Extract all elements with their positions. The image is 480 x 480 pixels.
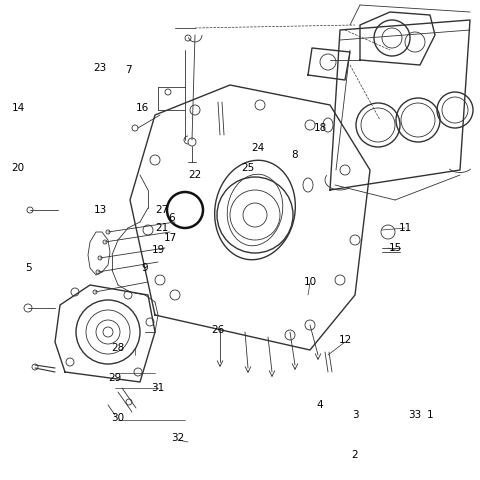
Text: 27: 27: [156, 205, 168, 215]
Text: 23: 23: [94, 63, 107, 73]
Text: 30: 30: [111, 413, 125, 423]
Text: 19: 19: [151, 245, 165, 255]
Text: 22: 22: [188, 170, 202, 180]
Text: 2: 2: [352, 450, 358, 460]
Text: 12: 12: [338, 335, 352, 345]
Text: 17: 17: [163, 233, 177, 243]
Text: 8: 8: [292, 150, 298, 160]
Text: 24: 24: [252, 143, 264, 153]
Text: 10: 10: [303, 277, 317, 287]
Text: 7: 7: [125, 65, 132, 75]
Text: 31: 31: [151, 383, 165, 393]
Text: 1: 1: [427, 410, 433, 420]
Text: 6: 6: [168, 213, 175, 223]
Text: 20: 20: [12, 163, 24, 173]
Text: 3: 3: [352, 410, 358, 420]
Text: 14: 14: [12, 103, 24, 113]
Text: 26: 26: [211, 325, 225, 335]
Text: 4: 4: [317, 400, 324, 410]
Text: 5: 5: [24, 263, 31, 273]
Text: 18: 18: [313, 123, 326, 133]
Text: 32: 32: [171, 433, 185, 443]
Text: 15: 15: [388, 243, 402, 253]
Text: 16: 16: [135, 103, 149, 113]
Text: 13: 13: [94, 205, 107, 215]
Text: 21: 21: [156, 223, 168, 233]
Text: 33: 33: [408, 410, 421, 420]
Text: 29: 29: [108, 373, 121, 383]
Text: 11: 11: [398, 223, 412, 233]
Text: 25: 25: [241, 163, 254, 173]
Text: 9: 9: [142, 263, 148, 273]
Text: 28: 28: [111, 343, 125, 353]
